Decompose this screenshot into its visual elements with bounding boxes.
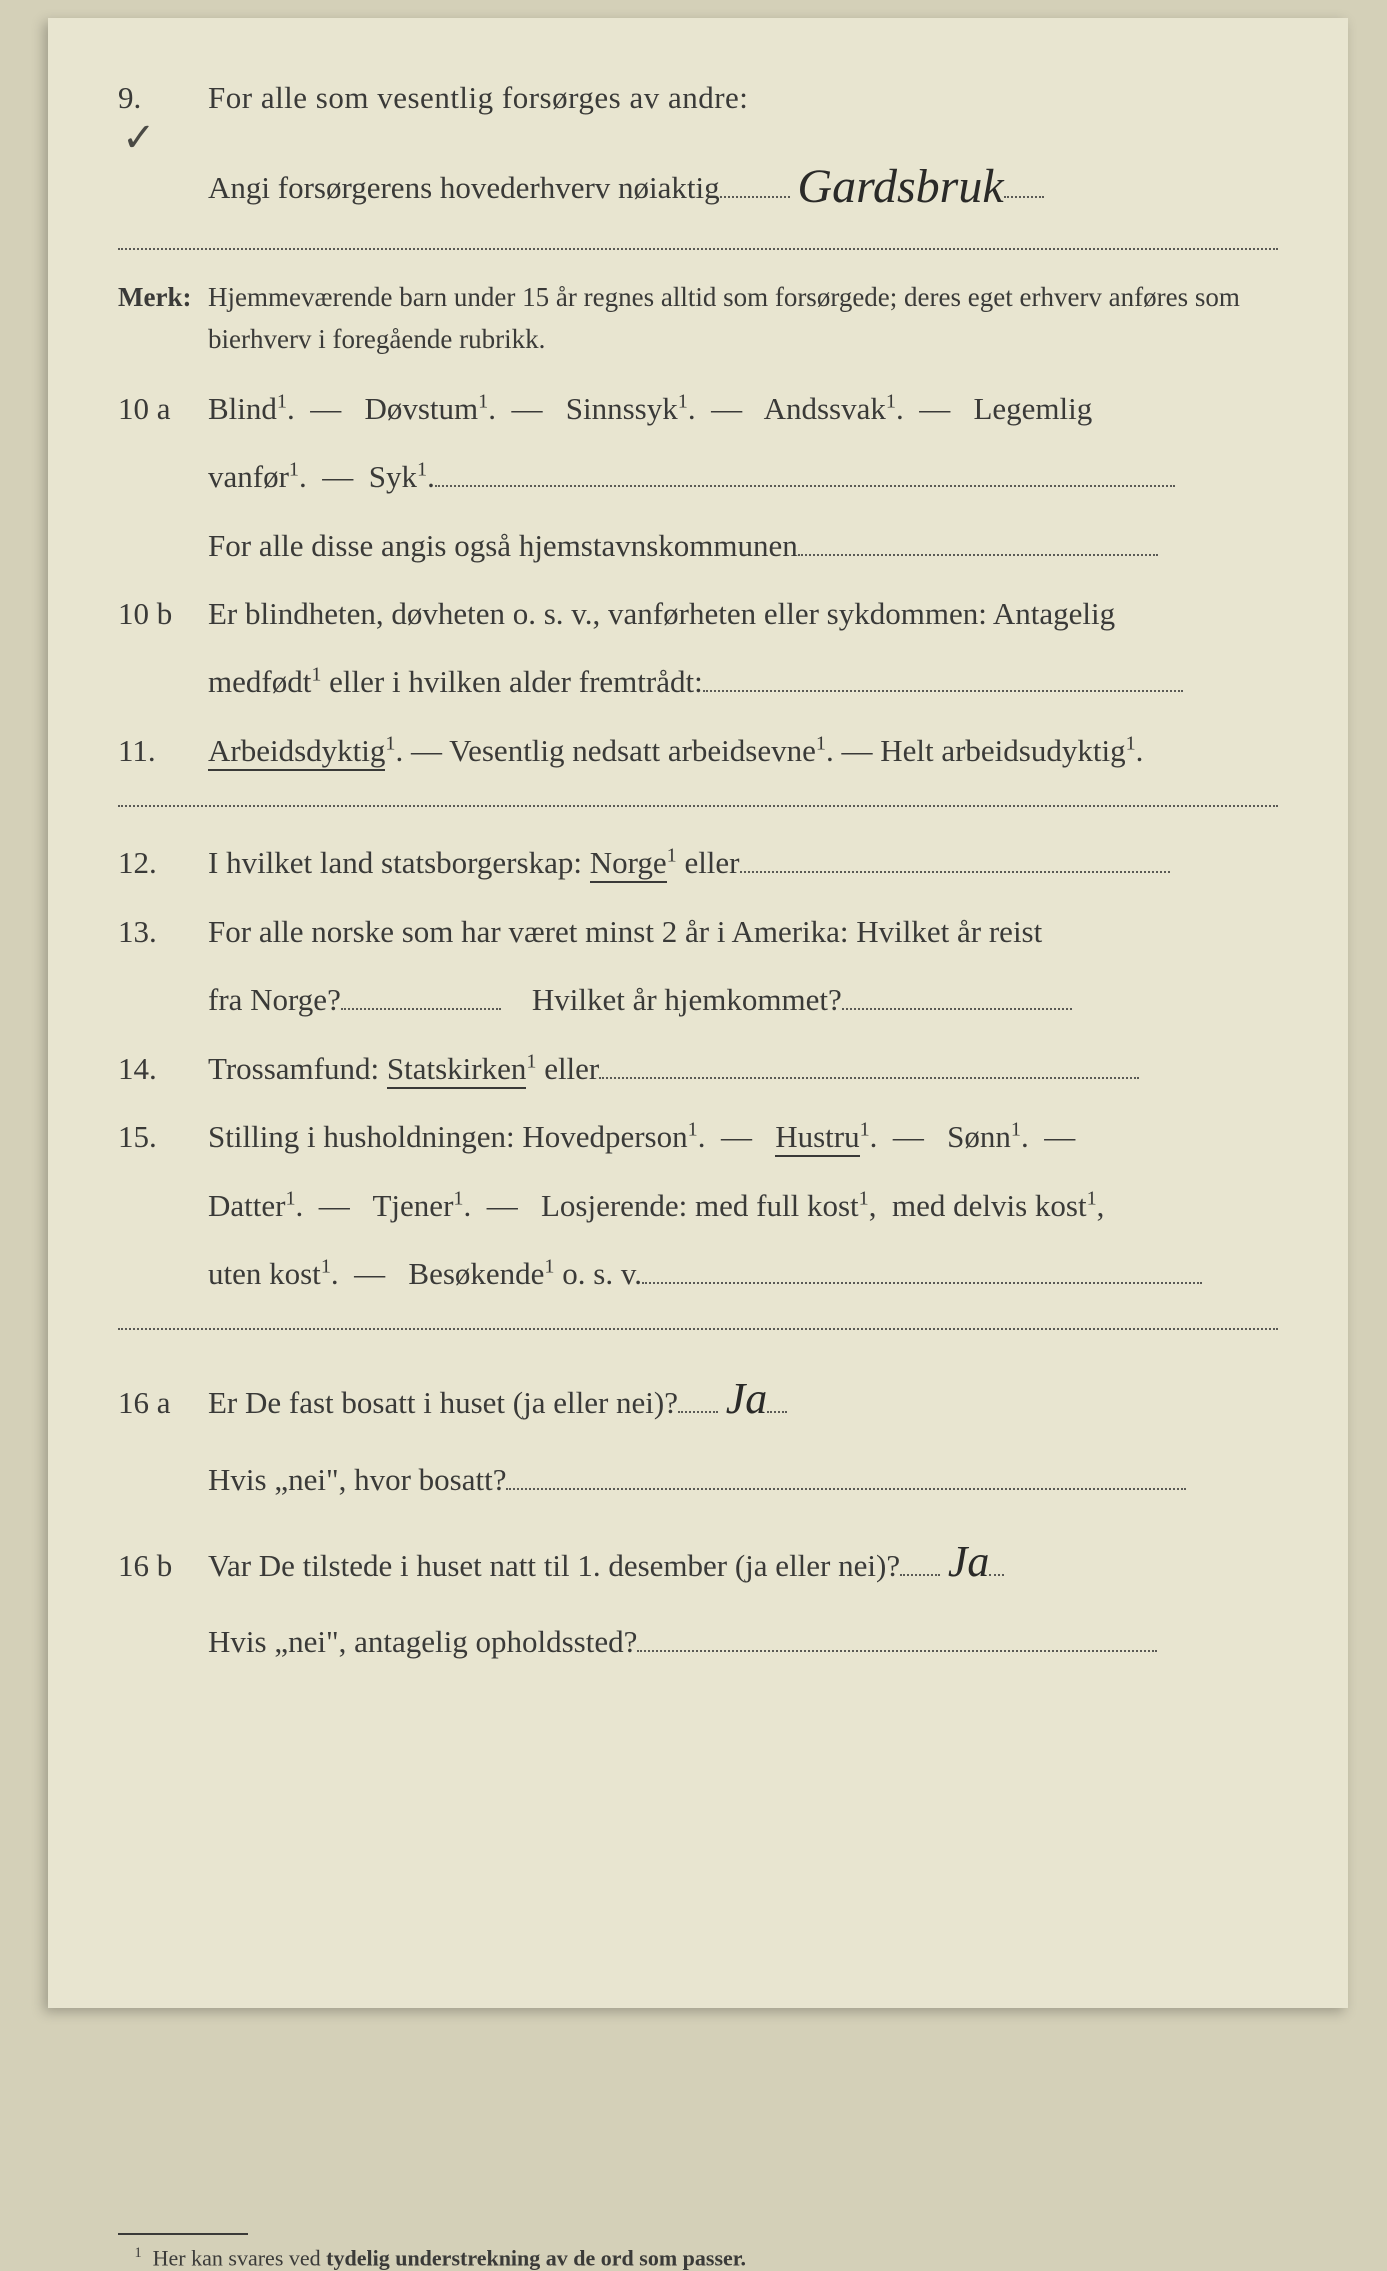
q15-line3: uten kost1. — Besøkende1 o. s. v. <box>118 1244 1278 1304</box>
q14-opt-underlined: Statskirken <box>387 1051 527 1089</box>
q9-answer: Gardsbruk <box>797 140 1003 234</box>
q11-number: 11. <box>118 722 208 781</box>
q10a-number: 10 a <box>118 380 208 439</box>
divider-1 <box>118 248 1278 250</box>
q11-opt1-underlined: Arbeidsdyktig <box>208 733 385 771</box>
q9-line2-text: Angi forsørgerens hovederhverv nøiaktig <box>208 170 720 205</box>
q12-opt-underlined: Norge <box>590 845 667 883</box>
q12: 12. I hvilket land statsborgerskap: Norg… <box>118 833 1278 893</box>
merk-label: Merk: <box>118 272 208 323</box>
q13: 13. For alle norske som har været minst … <box>118 902 1278 962</box>
merk-text: Hjemmeværende barn under 15 år regnes al… <box>208 277 1278 361</box>
q16a: 16 a Er De fast bosatt i huset (ja eller… <box>118 1356 1278 1442</box>
q13-line2: fra Norge? Hvilket år hjemkommet? <box>118 970 1278 1030</box>
q14: 14. Trossamfund: Statskirken1 eller <box>118 1039 1278 1099</box>
q15-number: 15. <box>118 1108 208 1167</box>
q16a-sub: Hvis „nei", hvor bosatt? <box>118 1450 1278 1510</box>
q9: 9. For alle som vesentlig forsørges av a… <box>118 68 1278 128</box>
merk-note: Merk: Hjemmeværende barn under 15 år reg… <box>118 272 1278 361</box>
checkmark-q9: ✓ <box>122 114 156 161</box>
q16b: 16 b Var De tilstede i huset natt til 1.… <box>118 1519 1278 1605</box>
q9-line2: Angi forsørgerens hovederhverv nøiaktig … <box>118 136 1278 230</box>
q16b-sub: Hvis „nei", antagelig opholdssted? <box>118 1612 1278 1672</box>
q10b-line2: medfødt1 eller i hvilken alder fremtrådt… <box>118 652 1278 712</box>
q13-line1: For alle norske som har været minst 2 år… <box>208 902 1278 962</box>
q15-hustru-underlined: Hustru <box>775 1119 859 1157</box>
q10a-line3: For alle disse angis også hjemstavnskomm… <box>118 516 1278 576</box>
q10a: 10 a Blind1. — Døvstum1. — Sinnssyk1. — … <box>118 379 1278 439</box>
q10b-text1: Er blindheten, døvheten o. s. v., vanfør… <box>208 584 1278 644</box>
census-form-page: ✓ 9. For alle som vesentlig forsørges av… <box>48 18 1348 2008</box>
q16a-number: 16 a <box>118 1374 208 1433</box>
q16b-answer: Ja <box>948 1537 990 1586</box>
q10a-line2: vanfør1. — Syk1. <box>118 447 1278 507</box>
q11: 11. Arbeidsdyktig1. — Vesentlig nedsatt … <box>118 721 1278 781</box>
footnote-rule <box>118 2233 248 2235</box>
divider-2 <box>118 805 1278 807</box>
q15: 15. Stilling i husholdningen: Hovedperso… <box>118 1107 1278 1167</box>
divider-3 <box>118 1328 1278 1330</box>
q9-line1: For alle som vesentlig forsørges av andr… <box>208 68 1278 128</box>
q16a-answer: Ja <box>726 1374 768 1423</box>
q12-number: 12. <box>118 834 208 893</box>
footnote: 1 Her kan svares ved tydelig understrekn… <box>118 2245 1278 2271</box>
q15-line2: Datter1. — Tjener1. — Losjerende: med fu… <box>118 1176 1278 1236</box>
q10b: 10 b Er blindheten, døvheten o. s. v., v… <box>118 584 1278 644</box>
q16b-number: 16 b <box>118 1537 208 1596</box>
q13-number: 13. <box>118 903 208 962</box>
q14-number: 14. <box>118 1040 208 1099</box>
q10b-number: 10 b <box>118 585 208 644</box>
